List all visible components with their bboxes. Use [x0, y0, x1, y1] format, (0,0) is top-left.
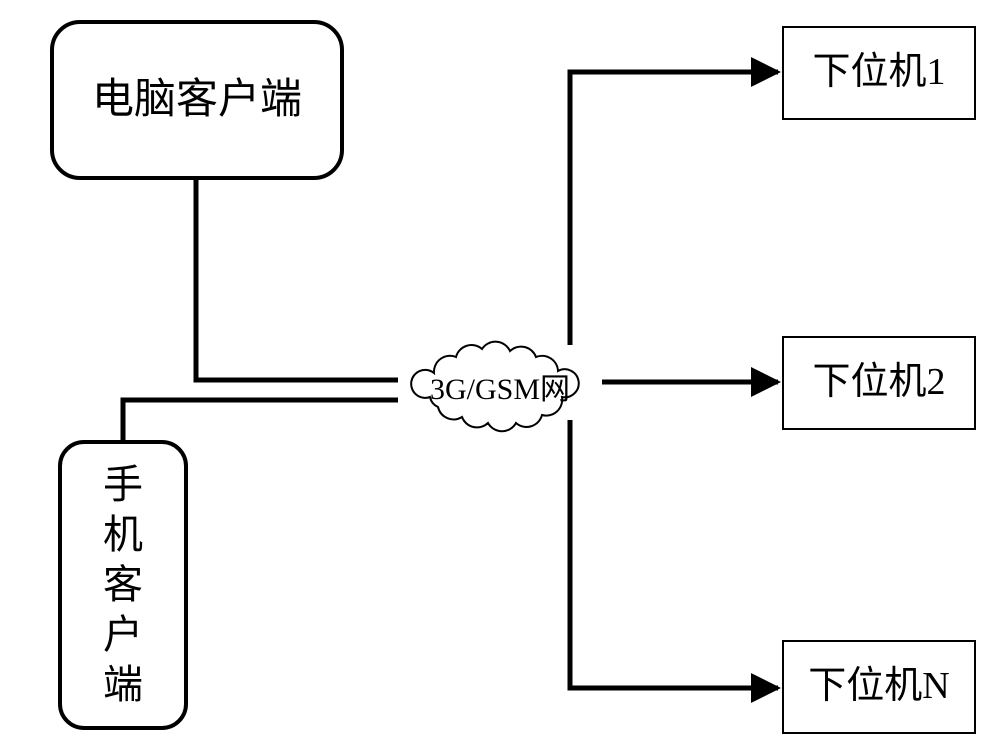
node-slave-2: 下位机2 [782, 336, 976, 430]
node-pc-client: 电脑客户端 [50, 20, 344, 180]
node-cloud-label: 3G/GSM网 [400, 364, 600, 408]
node-slave-n-label: 下位机N [808, 664, 949, 710]
node-phone-client-label: 手机客户端 [103, 460, 143, 710]
node-pc-client-label: 电脑客户端 [92, 75, 302, 125]
node-slave-1: 下位机1 [782, 26, 976, 120]
diagram-canvas: 电脑客户端 手机客户端 3G/GSM网 下位机1 下位机2 下位机N [0, 0, 1000, 756]
node-phone-client: 手机客户端 [58, 440, 188, 730]
node-slave-2-label: 下位机2 [812, 360, 945, 406]
node-slave-n: 下位机N [782, 640, 976, 734]
node-slave-1-label: 下位机1 [812, 50, 945, 96]
